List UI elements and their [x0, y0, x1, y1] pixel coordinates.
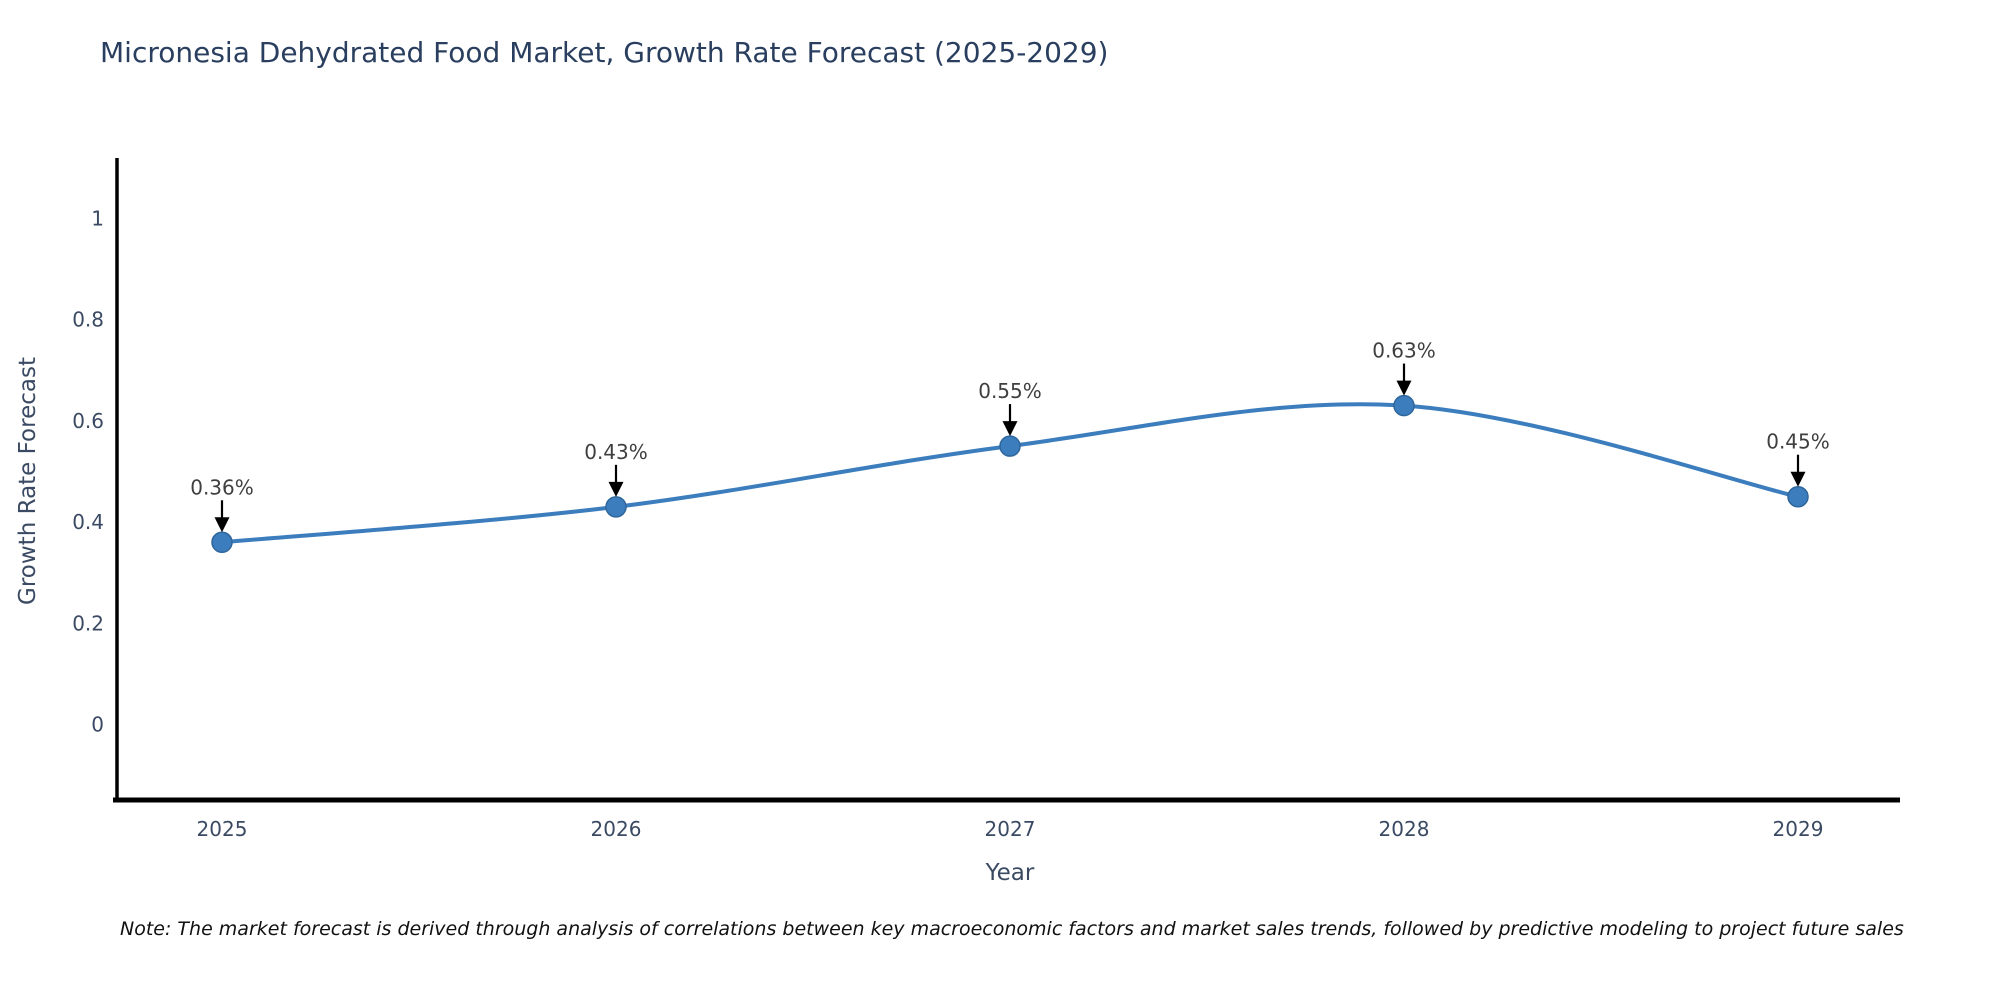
- x-tick-label: 2025: [197, 817, 248, 841]
- chart-title: Micronesia Dehydrated Food Market, Growt…: [100, 36, 1109, 69]
- annotation-arrowhead-icon: [1790, 471, 1806, 487]
- y-tick-label: 0.2: [72, 611, 104, 635]
- data-point-marker: [1787, 485, 1809, 508]
- y-tick-label: 0.6: [72, 409, 104, 433]
- data-point-marker: [605, 496, 627, 518]
- y-tick-label: 0.8: [72, 308, 104, 332]
- data-point-marker: [1393, 394, 1415, 417]
- x-axis-title: Year: [985, 860, 1035, 886]
- point-value-label: 0.36%: [190, 475, 254, 499]
- y-axis-title: Growth Rate Forecast: [15, 357, 41, 605]
- data-point-marker: [211, 531, 233, 554]
- footnote: Note: The market forecast is derived thr…: [120, 918, 1904, 940]
- annotation-arrowhead-icon: [1396, 380, 1412, 396]
- annotation-arrowhead-icon: [214, 517, 230, 533]
- x-tick-label: 2029: [1773, 817, 1824, 841]
- y-tick-label: 0.4: [72, 510, 104, 534]
- x-tick-label: 2026: [591, 817, 642, 841]
- point-value-label: 0.45%: [1766, 430, 1830, 454]
- y-tick-label: 1: [91, 206, 104, 230]
- x-tick-label: 2028: [1379, 817, 1430, 841]
- point-value-label: 0.63%: [1372, 339, 1436, 363]
- data-point-marker: [999, 435, 1021, 457]
- point-value-label: 0.43%: [584, 440, 648, 464]
- point-value-label: 0.55%: [978, 379, 1042, 403]
- x-tick-label: 2027: [985, 817, 1036, 841]
- annotation-arrowhead-icon: [608, 481, 624, 497]
- y-tick-label: 0: [91, 713, 104, 737]
- annotation-arrowhead-icon: [1002, 421, 1018, 437]
